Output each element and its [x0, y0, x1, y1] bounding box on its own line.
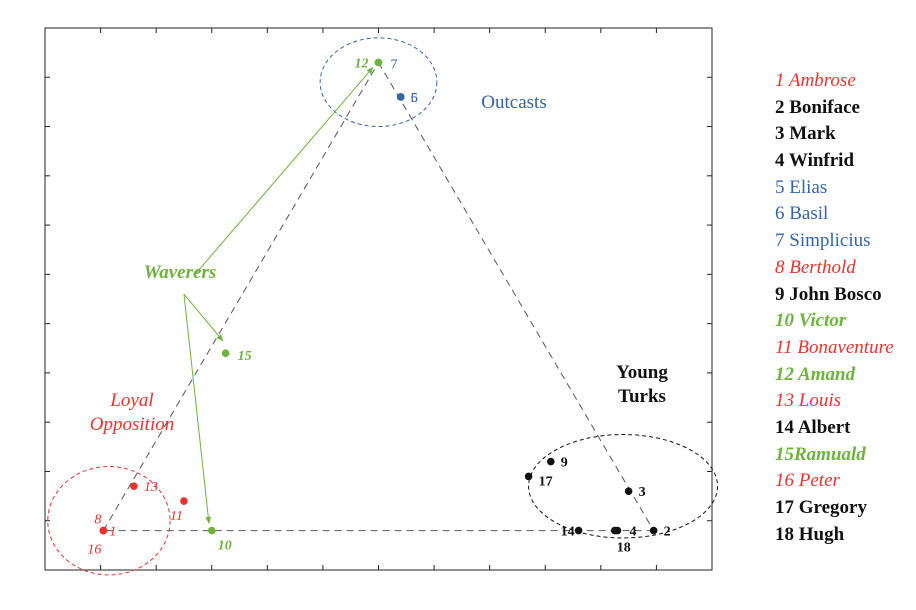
dashed-triangle [102, 62, 655, 532]
group-label-outcasts: Outcasts [481, 92, 546, 113]
group-circle [47, 466, 171, 576]
point-label-18: 18 [617, 541, 631, 556]
point-9 [547, 457, 555, 466]
point-label-12: 12 [355, 56, 369, 71]
triangle-edge [102, 62, 379, 531]
waverer-arrows [183, 66, 374, 524]
group-label-waverers: Waverers [144, 262, 216, 283]
legend-item: 4 Winfrid [775, 150, 855, 172]
point-label-10: 10 [218, 539, 232, 554]
point-10 [207, 526, 216, 535]
point-label-15: 15 [238, 349, 252, 364]
point-label-14: 14 [561, 525, 575, 540]
axis-ticks [45, 28, 712, 570]
point-14 [574, 526, 583, 535]
group-circle [528, 434, 719, 539]
legend-item: 8 Berthold [775, 256, 856, 278]
point-label-17: 17 [539, 474, 553, 489]
point-label-2: 2 [664, 525, 671, 540]
legend-item: 16 Peter [775, 470, 840, 492]
point-15 [221, 349, 230, 358]
legend: 1 Ambrose 2 Boniface 3 Mark 4 Winfrid 5 Elia… [775, 68, 915, 548]
point-label-4: 4 [630, 525, 637, 540]
point-label-3: 3 [639, 485, 646, 500]
group-label-loyal-opposition: Opposition [90, 414, 174, 435]
point-2 [649, 526, 658, 535]
legend-item: 18 Hugh [775, 523, 845, 545]
legend-item: 17 Gregory [775, 497, 867, 518]
data-points [99, 58, 658, 535]
waverer-arrow [194, 66, 374, 275]
legend-item: 10 Victor [775, 310, 847, 332]
point-11 [180, 497, 188, 505]
group-label-loyal-opposition: Loyal [109, 390, 153, 411]
waverer-arrow [183, 294, 212, 524]
point-6 [396, 93, 405, 101]
point-label-5: 5 [411, 91, 418, 106]
group-label-young-turks: Turks [618, 386, 666, 407]
group-label-young-turks: Young [616, 362, 668, 383]
legend-item: 5 Elias [775, 176, 828, 198]
point-13 [130, 482, 138, 491]
point-3 [624, 487, 633, 495]
point-label-13: 13 [144, 480, 158, 495]
point-label-16: 16 [87, 543, 101, 558]
legend-item: 11 Bonaventure [775, 336, 894, 358]
legend-item: 1 Ambrose [775, 70, 856, 91]
point-17 [524, 472, 533, 481]
point-16 [99, 526, 108, 535]
triangle-edge [378, 62, 655, 531]
legend-item: 9 John Bosco [775, 283, 882, 305]
group-circle [319, 37, 438, 128]
legend-item: 2 Boniface [775, 96, 860, 118]
point-18 [610, 526, 619, 535]
point-label-9: 9 [561, 456, 568, 471]
group-labels: Outcasts Young Turks Loyal Opposition Waverer… [90, 92, 669, 435]
legend-item: 12 Amand [775, 363, 856, 385]
legend-item: 15Ramuald [775, 443, 866, 465]
point-label-6: 6 [411, 91, 418, 106]
legend-item: 13 Louis [775, 390, 841, 412]
point-label-1: 1 [109, 525, 116, 540]
legend-item: 6 Basil [775, 203, 829, 225]
point-label-7: 7 [391, 57, 398, 72]
point-12 [374, 58, 383, 67]
point-label-8: 8 [94, 513, 101, 528]
legend-item: 3 Mark [775, 123, 836, 145]
legend-item: 7 Simplicius [775, 230, 871, 252]
waverer-arrow [183, 293, 224, 342]
point-label-11: 11 [170, 509, 183, 524]
legend-item: 14 Albert [775, 416, 851, 438]
group-circles [47, 37, 719, 576]
